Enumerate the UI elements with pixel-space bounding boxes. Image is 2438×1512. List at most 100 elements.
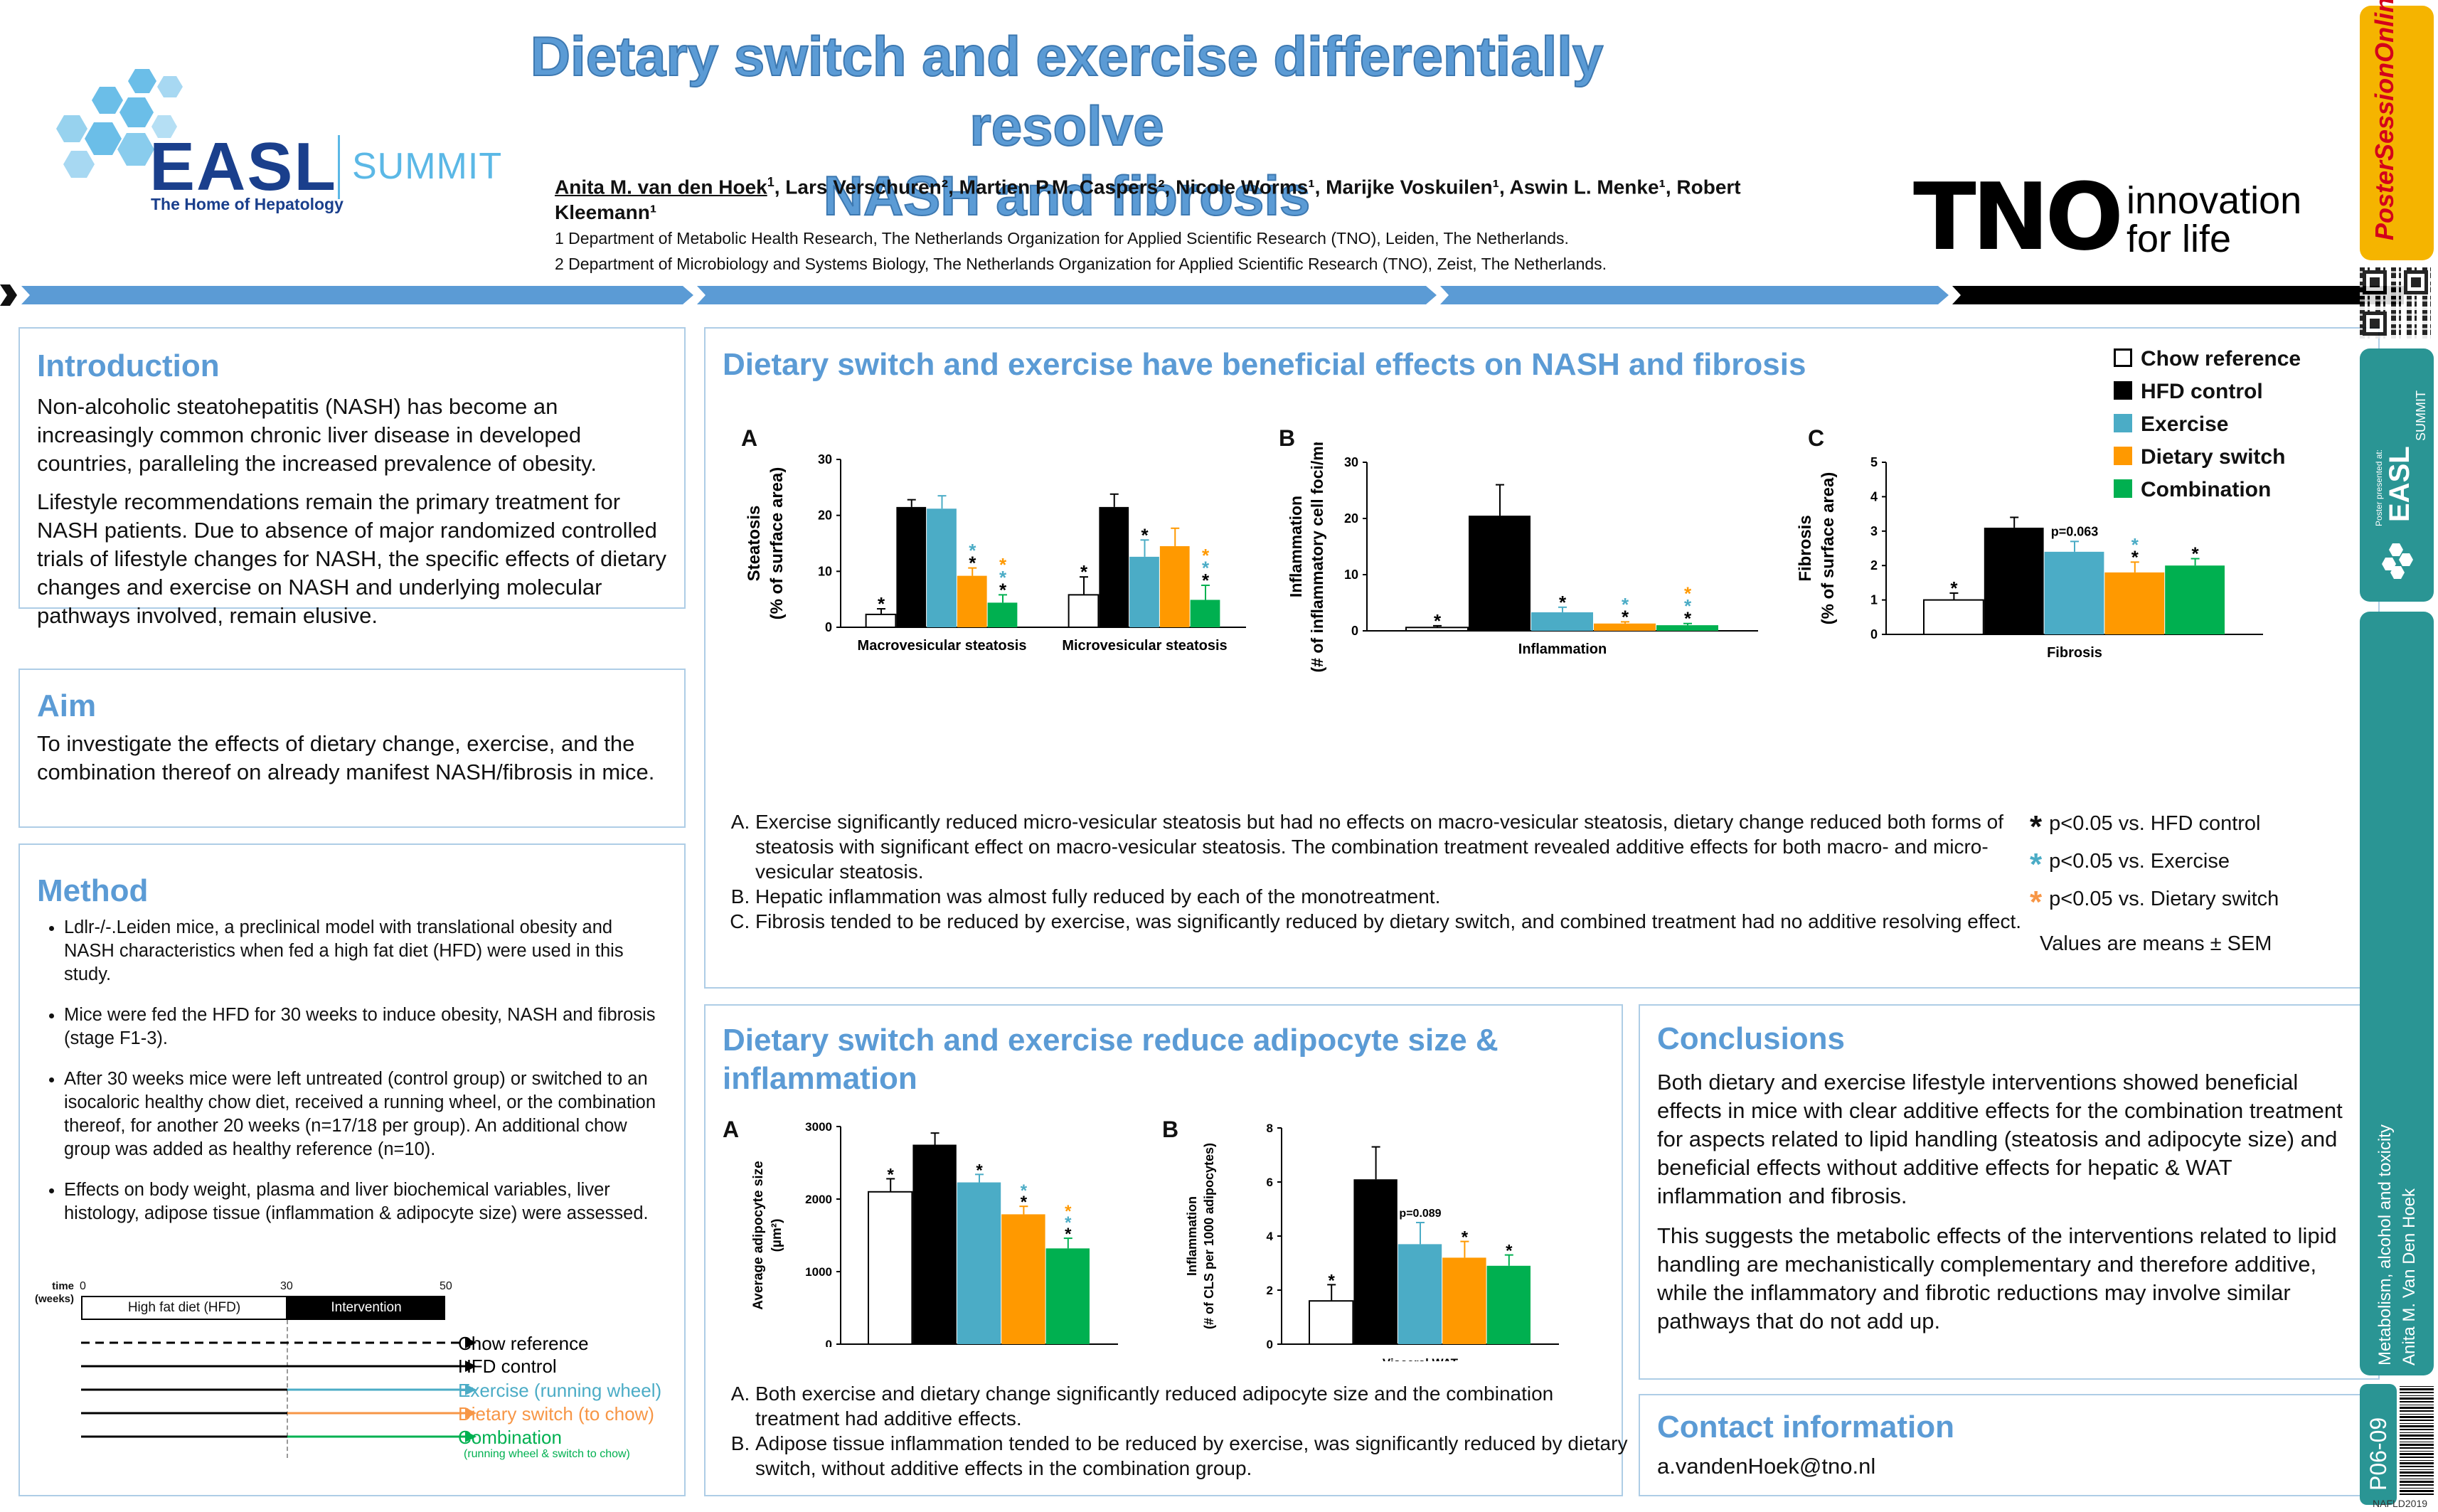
sig-exercise-text: p<0.05 vs. Exercise [2049, 850, 2230, 873]
bar [1099, 506, 1129, 627]
timeline-label-hfd: HFD control [458, 1356, 557, 1377]
significance-label: * [2192, 543, 2200, 565]
bar [1594, 623, 1656, 631]
author-list: Anita M. van den Hoek1, Lars Verschuren²… [555, 169, 1806, 225]
timeline-label-exercise: Exercise (running wheel) [458, 1380, 662, 1401]
y-axis-label-2: (% of surface area) [767, 467, 787, 620]
y-tick-label: 0 [1351, 624, 1358, 638]
topic-badge: Metabolism, alcohol and toxicity Anita M… [2360, 612, 2434, 1375]
y-tick-label: 0 [1267, 1338, 1273, 1351]
y-tick-label: 8 [1267, 1122, 1273, 1135]
significance-label: * [1950, 577, 1958, 599]
timeline-arrows [81, 1337, 477, 1442]
category-label: Visceral WAT [1383, 1356, 1459, 1361]
wat-chart-b-letter: B [1162, 1117, 1179, 1142]
pso-badge[interactable]: PosterSessionOnline [2360, 0, 2434, 260]
bar [927, 509, 957, 627]
significance-label: * [1065, 1202, 1072, 1221]
star-black: * [2030, 809, 2043, 844]
significance-label: * [1065, 1213, 1072, 1233]
easl-summit-text: SUMMIT [352, 146, 503, 187]
significance-label: * [888, 1165, 895, 1184]
method-item: Effects on body weight, plasma and liver… [64, 1178, 667, 1225]
category-label: Microvesicular steatosis [1062, 638, 1227, 654]
adipocyte-findings: Both exercise and dietary change signifi… [721, 1381, 1630, 1481]
method-title: Method [37, 873, 149, 908]
qr-finder-tr [2404, 270, 2428, 294]
sidebar-topic: Metabolism, alcohol and toxicity [2375, 1124, 2395, 1365]
significance-label: * [2131, 546, 2139, 568]
bar [865, 613, 897, 628]
significance-label: * [1462, 1228, 1469, 1247]
affiliation-2: 2 Department of Microbiology and Systems… [555, 255, 1607, 273]
legend-swatch-combination [2114, 479, 2132, 498]
y-axis-label-2: (µm²) [770, 1219, 784, 1252]
poster-code-badge: P06-09 [2360, 1384, 2397, 1505]
bar [2044, 551, 2104, 634]
method-item: Ldlr-/-.Leiden mice, a preclinical model… [64, 916, 667, 986]
y-axis-label: Inflammation [1185, 1196, 1199, 1276]
tno-logo: TNO innovation for life [1913, 163, 2340, 271]
intervention-bar-label: Intervention [331, 1300, 402, 1315]
significance-label: p=0.063 [2051, 524, 2099, 538]
bar [868, 1191, 913, 1345]
wat-inflammation-chart: 0 2 4 6 8 Inflammation (# of CLS per 1000 adip… [1185, 1122, 1559, 1361]
y-tick-label: 10 [818, 564, 832, 578]
bar [1045, 1248, 1090, 1344]
introduction-panel: Introduction Non-alcoholic steatohepatit… [18, 327, 686, 628]
easl-divider [338, 135, 340, 199]
significance-label: * [1202, 545, 1210, 566]
bar [1923, 599, 1984, 636]
bar [2165, 565, 2225, 634]
significance-label: * [976, 1161, 983, 1180]
bar [1001, 1214, 1045, 1344]
axis-label-weeks: (weeks) [34, 1293, 74, 1305]
significance-key: * p<0.05 vs. HFD control * p<0.05 vs. Exer… [2030, 806, 2371, 961]
y-tick-label: 6 [1267, 1176, 1273, 1189]
affiliation-1: 1 Department of Metabolic Health Researc… [555, 229, 1569, 247]
bar [987, 602, 1018, 627]
sig-diet: * p<0.05 vs. Dietary switch [2030, 882, 2371, 920]
contact-title: Contact information [1657, 1410, 1954, 1444]
hfd-bar-label: High fat diet (HFD) [127, 1300, 241, 1315]
y-axis-label-2: (# of CLS per 1000 adipocytes) [1202, 1143, 1216, 1329]
bar [957, 575, 987, 627]
bar [1190, 600, 1220, 627]
significance-label: * [2131, 534, 2139, 555]
finding-item: Adipose tissue inflammation tended to be… [755, 1431, 1630, 1481]
adipocyte-panel-title: Dietary switch and exercise reduce adipo… [723, 1023, 1499, 1096]
y-axis-label: Inflammation [1287, 496, 1305, 597]
legend-item: Chow reference [2114, 347, 2370, 380]
qr-code [2360, 267, 2431, 339]
legend-swatch-chow [2114, 348, 2132, 367]
poster-title: Dietary switch and exercise differential… [512, 21, 1622, 230]
wat-chart-a-letter: A [723, 1117, 740, 1142]
finding-item: Fibrosis tended to be reduced by exercis… [755, 909, 2028, 934]
first-author-sup: 1 [767, 175, 774, 189]
sidebar-hexagon-icon [2382, 543, 2413, 579]
legend-item: HFD control [2114, 380, 2370, 412]
bar [1442, 1257, 1486, 1344]
legend-label: Dietary switch [2141, 445, 2286, 469]
barcode [2400, 1384, 2434, 1495]
significance-label: * [1684, 595, 1692, 617]
bar [1486, 1265, 1531, 1344]
finding-item: Hepatic inflammation was almost fully re… [755, 884, 2028, 909]
contact-email[interactable]: a.vandenHoek@tno.nl [1657, 1454, 1876, 1479]
chart-c-letter: C [1808, 425, 1825, 451]
aim-title: Aim [37, 688, 97, 723]
significance-label: * [999, 554, 1007, 575]
significance-label: * [1684, 583, 1692, 605]
sidebar-easl: EASL [2384, 446, 2415, 522]
y-tick-label: 4 [1870, 489, 1878, 504]
tno-tagline-2: for life [2126, 218, 2232, 260]
easl-logo: EASL SUMMIT The Home of Hepatology [50, 65, 505, 222]
legend-item: Exercise [2114, 412, 2370, 445]
qr-finder-bl [2363, 312, 2387, 336]
header-arrow-bar [0, 284, 2404, 306]
bar [957, 1182, 1001, 1344]
nash-panel-title: Dietary switch and exercise have benefic… [723, 347, 1806, 382]
significance-label: * [1202, 557, 1210, 578]
